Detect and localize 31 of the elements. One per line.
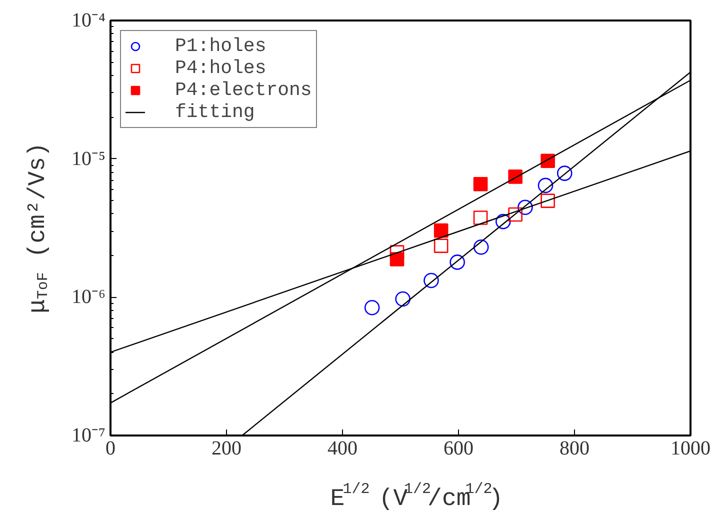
point: [518, 200, 533, 215]
x-tick-label: 200: [212, 438, 242, 460]
y-tick-label: 10⁻⁴: [72, 10, 106, 32]
point: [508, 207, 522, 222]
x-tick-label: 800: [560, 438, 590, 460]
point: [424, 272, 439, 288]
point: [473, 210, 488, 225]
x-tick-label: 0: [106, 438, 116, 460]
point: [434, 223, 448, 238]
y-tick-label: 10⁻⁵: [72, 148, 106, 170]
point: [473, 239, 489, 255]
legend-label: P1:holes: [175, 35, 266, 57]
point: [538, 178, 554, 194]
point: [434, 238, 448, 253]
point: [496, 214, 511, 230]
legend-label: P4:electrons: [175, 79, 312, 101]
point: [395, 291, 410, 307]
point: [556, 166, 572, 181]
y-tick-label: 10⁻⁷: [72, 424, 106, 446]
point: [450, 254, 465, 270]
legend-label: P4:holes: [175, 57, 266, 79]
x-tick-label: 600: [444, 438, 474, 460]
y-axis-title: μToF (cm²/Vs): [25, 142, 52, 314]
point: [364, 300, 380, 316]
y-tick-label: 10⁻⁶: [72, 286, 106, 308]
point: [473, 177, 488, 192]
x-tick-label: 400: [328, 438, 358, 460]
legend-label: fitting: [175, 101, 255, 123]
point: [390, 252, 404, 266]
point: [540, 194, 555, 208]
x-tick-label: 1000: [670, 438, 710, 460]
